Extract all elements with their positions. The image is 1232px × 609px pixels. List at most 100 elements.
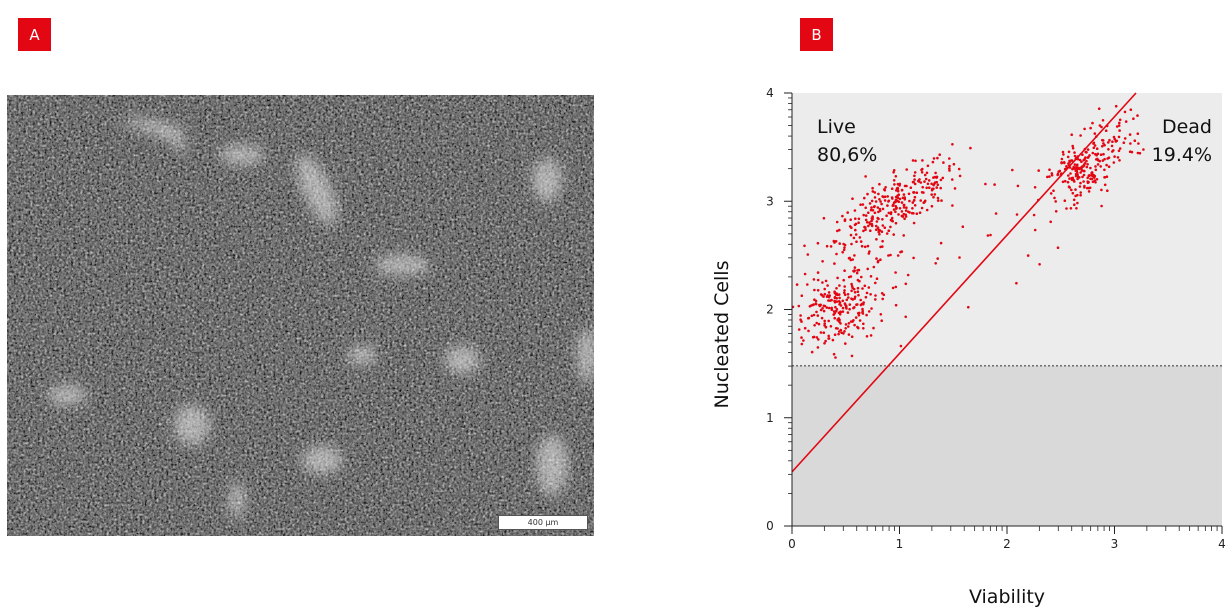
data-point [896,182,900,186]
data-point [915,191,919,194]
data-point [843,219,847,223]
data-point [1138,151,1142,155]
data-point [1063,161,1066,165]
data-point [1071,146,1075,150]
data-point [839,328,843,332]
data-point [868,250,871,253]
data-point [857,314,861,317]
data-point [853,223,857,227]
data-point [853,323,856,327]
data-point [862,327,865,330]
data-point [1081,153,1084,156]
data-point [844,323,848,326]
data-point [844,342,847,345]
data-point [932,157,936,160]
data-point [1103,176,1107,179]
data-point [1061,180,1065,184]
data-point [834,356,837,359]
data-point [835,300,839,303]
data-point [875,220,879,223]
data-point [902,206,906,209]
annotation-live-percent: 80,6% [817,144,877,166]
data-point [869,275,873,278]
data-point [835,220,839,224]
data-point [936,183,940,187]
data-point [799,314,802,317]
data-point [854,228,857,232]
data-point [852,236,856,240]
data-point [1117,149,1121,153]
data-point [911,201,915,204]
data-point [913,178,916,181]
data-point [834,305,837,309]
data-point [1086,148,1090,151]
data-point [825,306,829,309]
data-point [934,262,937,265]
data-point [823,292,827,296]
panel-b-label: B [811,25,822,44]
data-point [1049,220,1052,224]
data-point [911,159,915,162]
data-point [1106,189,1109,192]
data-point [881,218,884,221]
data-point [932,195,935,199]
data-point [856,290,860,293]
data-point [802,339,805,342]
data-point [864,175,867,178]
data-point [880,292,884,295]
data-point [853,254,856,257]
data-point [830,298,833,302]
data-point [800,342,804,346]
data-point [800,294,804,297]
data-point [1063,179,1067,183]
data-point [958,174,962,178]
data-point [1075,163,1079,167]
data-point [932,183,935,187]
data-point [896,196,900,200]
data-point [1093,144,1097,147]
data-point [889,253,892,257]
data-point [821,281,824,284]
data-point [835,308,839,311]
data-point [901,215,905,218]
data-point [1067,174,1070,177]
data-point [1136,132,1140,135]
data-point [853,209,857,212]
data-point [1065,207,1068,210]
data-point [892,208,896,211]
data-point [810,304,813,307]
data-point [866,192,869,196]
data-point [1086,176,1089,180]
data-point [1107,148,1110,151]
data-point [869,293,872,296]
data-point [1092,146,1096,150]
data-point [894,210,897,214]
data-point [874,224,878,228]
data-point [861,203,865,206]
data-point [1114,104,1118,108]
data-point [838,303,841,306]
data-point [1082,180,1085,183]
data-point [859,203,862,206]
data-point [869,208,873,212]
data-point [822,304,826,308]
data-point [903,198,907,201]
data-point [873,191,877,194]
data-point [1074,188,1077,191]
data-point [894,271,897,274]
data-point [1069,172,1072,175]
data-point [841,250,844,254]
data-point [989,233,992,237]
data-point [920,206,924,210]
data-point [881,297,884,301]
data-point [1118,147,1122,150]
data-point [1075,207,1078,210]
data-point [836,229,839,233]
data-point [912,191,916,194]
data-point [861,287,864,290]
data-point [1076,166,1079,169]
data-point [1074,194,1077,198]
data-point [863,196,866,200]
data-point [851,286,854,290]
data-point [825,295,829,298]
